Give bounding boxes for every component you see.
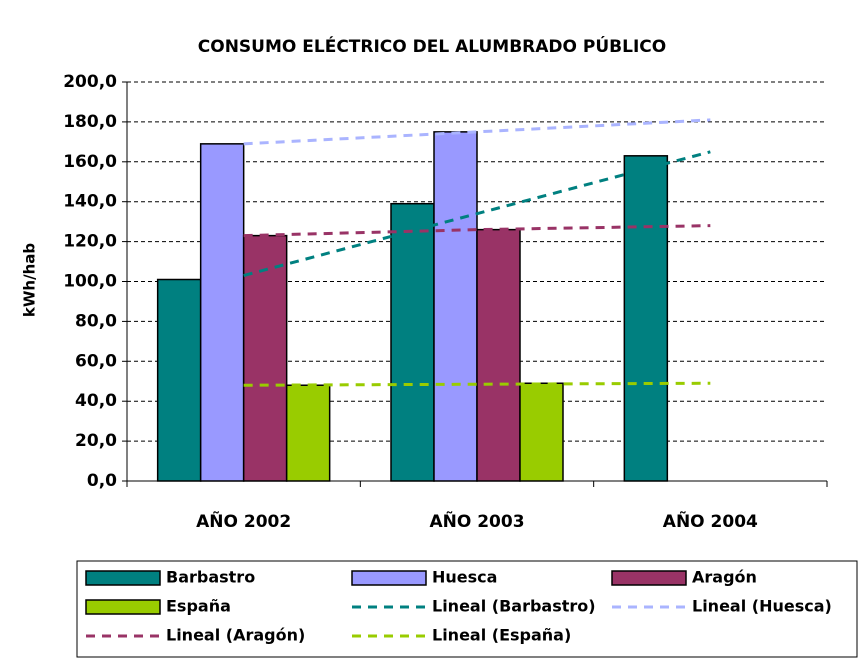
bar bbox=[390, 202, 435, 482]
legend-label: Lineal (Aragón) bbox=[166, 626, 305, 645]
legend-label: Aragón bbox=[692, 568, 757, 587]
y-tick-label: 200,0 bbox=[63, 72, 117, 92]
legend-swatch bbox=[85, 570, 161, 586]
trendline bbox=[243, 381, 711, 387]
y-tick-label: 160,0 bbox=[63, 152, 117, 172]
trendline bbox=[243, 118, 711, 146]
legend-label: Lineal (Huesca) bbox=[692, 597, 832, 616]
legend-label: España bbox=[166, 597, 231, 616]
bar bbox=[476, 228, 521, 482]
y-axis-label: kWh/hab bbox=[21, 243, 39, 317]
y-tick-label: 120,0 bbox=[63, 232, 117, 252]
bar bbox=[199, 143, 245, 482]
bar bbox=[433, 131, 478, 482]
chart-title: CONSUMO ELÉCTRICO DEL ALUMBRADO PÚBLICO bbox=[198, 35, 666, 57]
x-tick-label: AÑO 2004 bbox=[663, 509, 758, 532]
legend-label: Huesca bbox=[432, 568, 497, 587]
y-tick-label: 80,0 bbox=[75, 311, 117, 331]
legend-box bbox=[76, 560, 858, 658]
y-tick-label: 140,0 bbox=[63, 192, 117, 212]
bar bbox=[623, 155, 669, 482]
bar bbox=[285, 384, 331, 482]
x-tick-label: AÑO 2002 bbox=[196, 509, 291, 532]
legend-label: Lineal (España) bbox=[432, 626, 571, 645]
y-tick-label: 0,0 bbox=[87, 471, 117, 491]
legend-label: Lineal (Barbastro) bbox=[432, 597, 596, 616]
legend-label: Barbastro bbox=[166, 568, 255, 587]
bar bbox=[519, 382, 564, 482]
legend-swatch bbox=[611, 570, 687, 586]
legend-swatch bbox=[351, 570, 427, 586]
y-tick-label: 180,0 bbox=[63, 112, 117, 132]
x-tick-label: AÑO 2003 bbox=[429, 509, 524, 532]
trendline bbox=[243, 150, 711, 277]
y-tick-label: 100,0 bbox=[63, 272, 117, 292]
legend-swatch bbox=[85, 599, 161, 615]
bar bbox=[156, 278, 202, 482]
y-tick-label: 20,0 bbox=[75, 431, 117, 451]
trendline bbox=[243, 224, 711, 238]
y-tick-label: 60,0 bbox=[75, 351, 117, 371]
y-tick-label: 40,0 bbox=[75, 391, 117, 411]
